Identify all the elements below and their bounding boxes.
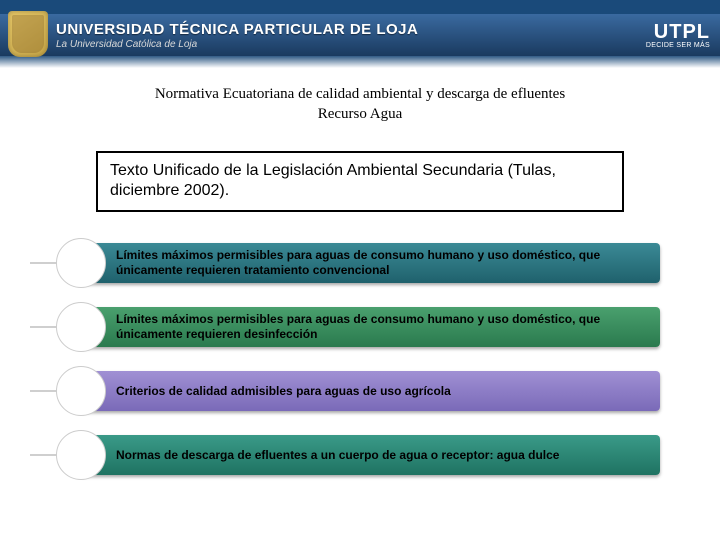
header-banner: UNIVERSIDAD TÉCNICA PARTICULAR DE LOJA L… [0, 0, 720, 68]
utpl-logo-block: UTPL DECIDE SER MÁS [646, 22, 710, 49]
list-item: Límites máximos permisibles para aguas d… [60, 304, 660, 350]
item-bar: Límites máximos permisibles para aguas d… [80, 243, 660, 283]
utpl-acronym: UTPL [646, 22, 710, 42]
list-item: Normas de descarga de efluentes a un cue… [60, 432, 660, 478]
reference-text: Texto Unificado de la Legislación Ambien… [110, 162, 556, 200]
university-subtitle: La Universidad Católica de Loja [56, 39, 418, 50]
university-name: UNIVERSIDAD TÉCNICA PARTICULAR DE LOJA [56, 21, 418, 38]
bullet-circle-icon [56, 430, 106, 480]
items-list: Límites máximos permisibles para aguas d… [60, 240, 660, 478]
title-line1: Normativa Ecuatoriana de calidad ambient… [155, 86, 565, 102]
list-item: Criterios de calidad admisibles para agu… [60, 368, 660, 414]
item-bar: Criterios de calidad admisibles para agu… [80, 371, 660, 411]
list-item: Límites máximos permisibles para aguas d… [60, 240, 660, 286]
header-bottom-fade [0, 56, 720, 68]
item-bar: Límites máximos permisibles para aguas d… [80, 307, 660, 347]
utpl-tagline: DECIDE SER MÁS [646, 42, 710, 49]
bullet-circle-icon [56, 238, 106, 288]
item-bar: Normas de descarga de efluentes a un cue… [80, 435, 660, 475]
timeline-tick-icon [30, 390, 58, 392]
bullet-circle-icon [56, 302, 106, 352]
header-top-strip [0, 0, 720, 14]
timeline-tick-icon [30, 262, 58, 264]
header-main-bar: UNIVERSIDAD TÉCNICA PARTICULAR DE LOJA L… [0, 14, 720, 56]
bullet-circle-icon [56, 366, 106, 416]
slide-content: Normativa Ecuatoriana de calidad ambient… [0, 68, 720, 478]
timeline-tick-icon [30, 326, 58, 328]
reference-box: Texto Unificado de la Legislación Ambien… [96, 151, 624, 213]
shield-logo-icon [8, 11, 48, 57]
timeline-tick-icon [30, 454, 58, 456]
title-line2: Recurso Agua [318, 106, 403, 122]
slide-title: Normativa Ecuatoriana de calidad ambient… [60, 84, 660, 125]
university-title-block: UNIVERSIDAD TÉCNICA PARTICULAR DE LOJA L… [56, 21, 418, 50]
